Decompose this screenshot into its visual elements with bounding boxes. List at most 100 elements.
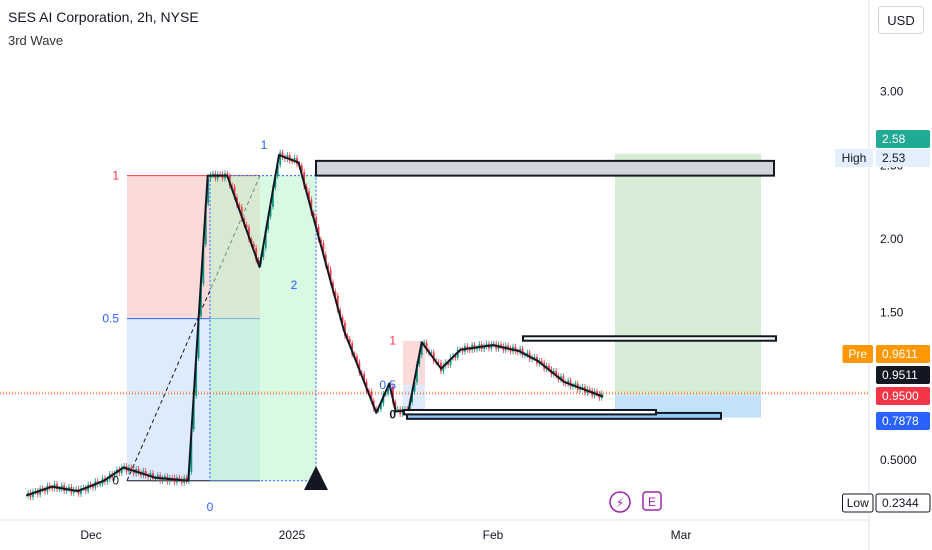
- candle-body: [99, 484, 102, 486]
- y-tick-label: 0.5000: [880, 453, 917, 467]
- candle-body: [562, 376, 565, 383]
- candle-body: [555, 370, 558, 376]
- event-badge-circle: [609, 491, 631, 513]
- fib-label-half: 0.5: [102, 312, 119, 326]
- x-tick-label: 2025: [279, 528, 306, 542]
- candle-body: [255, 248, 258, 261]
- candle-body: [32, 491, 34, 497]
- candle-body: [476, 348, 478, 350]
- candle-body: [396, 409, 399, 411]
- candle-body: [380, 403, 382, 410]
- candle-body: [416, 364, 418, 382]
- candle-body: [240, 207, 243, 219]
- triangle-marker-icon: [304, 466, 328, 490]
- candle-body: [387, 386, 390, 394]
- candle-body: [231, 185, 234, 187]
- candle-body: [209, 175, 212, 179]
- candle-body: [192, 395, 195, 430]
- price-tag-box: [876, 412, 930, 430]
- candle-body: [516, 351, 519, 353]
- candle-body: [269, 206, 272, 217]
- price-tag-box: [876, 149, 930, 167]
- candle-body: [368, 390, 370, 392]
- candle-body: [207, 178, 210, 204]
- candle-body: [245, 224, 248, 228]
- wave-label-2: 2: [291, 278, 298, 292]
- price-tag-value: 0.9511: [882, 368, 918, 382]
- candle-body: [334, 291, 337, 296]
- candle-body: [420, 344, 423, 355]
- candle-body: [363, 373, 366, 382]
- candle-body: [485, 343, 488, 347]
- candle-body: [137, 468, 140, 473]
- candle-body: [272, 187, 274, 207]
- candle-body: [507, 345, 510, 349]
- candle-body: [432, 352, 435, 361]
- price-tag-box: [875, 493, 931, 513]
- candle-body: [483, 346, 486, 350]
- candle-body: [106, 479, 109, 482]
- candle-body: [348, 338, 351, 344]
- price-tag-value: 2.58: [882, 132, 906, 146]
- candle-body: [51, 488, 54, 490]
- candle-body: [252, 244, 255, 249]
- candle-body: [190, 429, 193, 472]
- earnings-badge-icon: E: [648, 495, 656, 509]
- candle-body: [548, 365, 550, 370]
- support-box-inner: [403, 408, 657, 416]
- price-tag-value: 2.53: [882, 151, 906, 165]
- candle-body: [336, 295, 339, 310]
- position-target-zone: [615, 153, 761, 396]
- price-tag-value: 0.2344: [882, 496, 919, 510]
- wave-path: [25, 154, 604, 497]
- price-tag-value: 0.7878: [882, 414, 919, 428]
- candle-body: [468, 349, 471, 351]
- candle-body: [540, 360, 543, 363]
- resistance-box-middle: [522, 335, 777, 342]
- candle-body: [320, 239, 322, 244]
- candle-body: [286, 155, 289, 159]
- candle-body: [92, 486, 94, 488]
- price-tag-label-box: [835, 149, 873, 167]
- candle-body: [574, 383, 577, 386]
- price-tag-box: [876, 387, 930, 405]
- candle-body: [375, 408, 378, 410]
- candle-body: [329, 269, 332, 283]
- candle-body: [327, 265, 330, 270]
- candle-body: [567, 380, 570, 384]
- price-tag-value: 0.9500: [882, 389, 919, 403]
- candle-body: [560, 376, 562, 380]
- candle-body: [195, 358, 198, 396]
- candle-body: [120, 467, 123, 474]
- candle-body: [185, 477, 188, 482]
- candle-body: [75, 488, 78, 490]
- candle-body: [80, 488, 82, 494]
- candle-body: [279, 152, 282, 165]
- candle-body: [492, 343, 495, 345]
- candle-body: [581, 386, 584, 388]
- y-tick-label: 3.00: [880, 85, 904, 99]
- price-tag-box: [876, 345, 930, 363]
- candle-body: [413, 381, 416, 392]
- currency-button[interactable]: USD: [878, 6, 924, 34]
- date-range-box: [210, 175, 316, 481]
- price-tag-box: [876, 366, 930, 384]
- candle-body: [233, 186, 236, 198]
- candle-body: [202, 244, 205, 284]
- candle-body: [113, 473, 116, 478]
- price-tag-box: [876, 130, 930, 148]
- candle-body: [344, 322, 346, 336]
- candle-body: [238, 205, 241, 208]
- candle-body: [84, 487, 87, 491]
- candle-body: [425, 342, 428, 351]
- price-tag-label: Low: [847, 496, 869, 510]
- candle-body: [430, 352, 433, 354]
- candle-body: [500, 344, 502, 347]
- candle-body: [308, 191, 310, 200]
- date-range-border: [209, 175, 317, 482]
- candle-body: [144, 470, 147, 476]
- candle-body: [281, 152, 284, 158]
- candle-body: [315, 217, 318, 228]
- candle-body: [212, 173, 214, 176]
